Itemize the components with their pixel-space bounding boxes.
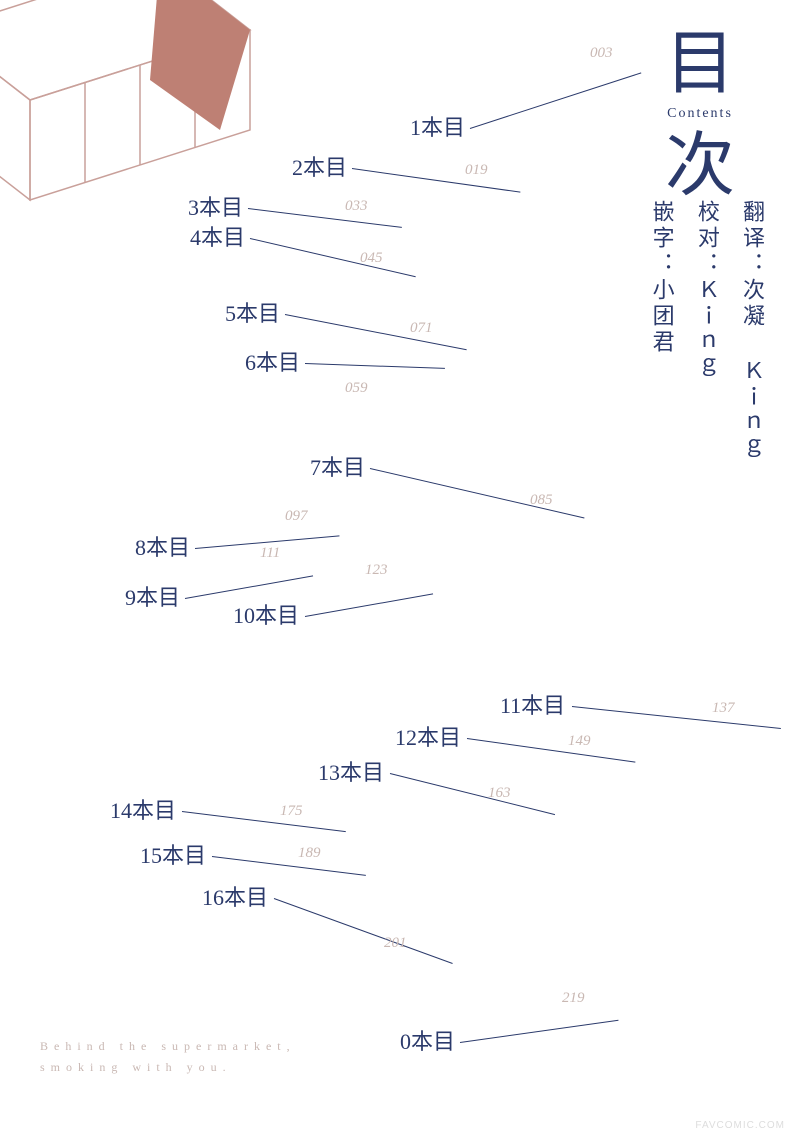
toc-entry-page: 189 — [298, 845, 321, 862]
toc-entry-label: 2本目 — [292, 150, 347, 182]
toc-entry-line — [182, 811, 346, 832]
toc-entry-page: 045 — [360, 250, 383, 267]
toc-entry-line — [390, 773, 555, 815]
toc-entry-label: 16本目 — [202, 880, 268, 912]
toc-entry-label: 13本目 — [318, 755, 384, 787]
toc-entry-line — [274, 898, 453, 964]
credits-block: 翻译：次凝 Ｋｉｎｇ 校对：Ｋｉｎｇ 嵌字：小团君 — [644, 200, 770, 463]
toc-entry-line — [572, 706, 781, 729]
toc-entry-page: 201 — [384, 935, 407, 952]
footer-tagline: Behind the supermarket, smoking with you… — [40, 1036, 296, 1079]
title-char-1: 目 — [630, 30, 770, 100]
credit-name: Ｋｉｎｇ — [695, 278, 720, 382]
toc-entry-label: 15本目 — [140, 838, 206, 870]
toc-entry-page: 219 — [562, 990, 585, 1007]
toc-entry-label: 4本目 — [190, 220, 245, 252]
credit-role: 校对 — [695, 200, 720, 252]
toc-entry-label: 10本目 — [233, 598, 299, 630]
toc-entry-label: 14本目 — [110, 793, 176, 825]
toc-entry-page: 111 — [260, 545, 280, 562]
toc-entry-page: 163 — [488, 785, 511, 802]
toc-entry-page: 059 — [345, 380, 368, 397]
toc-entry-line — [352, 168, 520, 193]
contents-subtitle: Contents — [630, 106, 770, 122]
credit-translate: 翻译：次凝 Ｋｉｎｇ — [735, 200, 770, 463]
toc-entry-line — [212, 856, 366, 876]
toc-entry-line — [467, 738, 635, 763]
toc-entry-label: 5本目 — [225, 296, 280, 328]
toc-entry-page: 097 — [285, 508, 308, 525]
toc-entry-page: 033 — [345, 198, 368, 215]
credit-typeset: 嵌字：小团君 — [644, 200, 679, 463]
toc-entry-page: 123 — [365, 562, 388, 579]
toc-entry-line — [460, 1020, 619, 1043]
watermark: FAVCOMIC.COM — [695, 1120, 785, 1131]
toc-entry-line — [305, 363, 445, 369]
credit-name: 次凝 Ｋｉｎｇ — [740, 278, 765, 463]
footer-line-2: smoking with you. — [40, 1057, 296, 1079]
toc-entry-line — [470, 72, 641, 129]
toc-entry-line — [305, 593, 433, 617]
toc-entry-page: 071 — [410, 320, 433, 337]
box-illustration — [0, 0, 300, 330]
toc-entry-line — [285, 314, 467, 350]
toc-entry-page: 003 — [590, 45, 613, 62]
credit-name: 小团君 — [650, 278, 675, 356]
credit-role: 嵌字 — [650, 200, 675, 252]
page-title-block: 目 Contents 次 — [630, 30, 770, 202]
footer-line-1: Behind the supermarket, — [40, 1036, 296, 1058]
toc-entry-label: 0本目 — [400, 1024, 455, 1056]
credit-role: 翻译 — [740, 200, 765, 252]
toc-entry-label: 8本目 — [135, 530, 190, 562]
toc-entry-page: 085 — [530, 492, 553, 509]
toc-entry-label: 9本目 — [125, 580, 180, 612]
toc-entry-page: 149 — [568, 733, 591, 750]
toc-entry-label: 6本目 — [245, 345, 300, 377]
credit-proofread: 校对：Ｋｉｎｇ — [690, 200, 725, 463]
toc-entry-page: 137 — [712, 700, 735, 717]
title-char-2: 次 — [630, 132, 770, 202]
toc-entry-label: 1本目 — [410, 110, 465, 142]
toc-entry-label: 7本目 — [310, 450, 365, 482]
toc-entry-page: 019 — [465, 162, 488, 179]
toc-entry-line — [185, 575, 313, 599]
toc-entry-label: 3本目 — [188, 190, 243, 222]
toc-entry-label: 11本目 — [500, 688, 565, 720]
toc-entry-label: 12本目 — [395, 720, 461, 752]
toc-entry-page: 175 — [280, 803, 303, 820]
